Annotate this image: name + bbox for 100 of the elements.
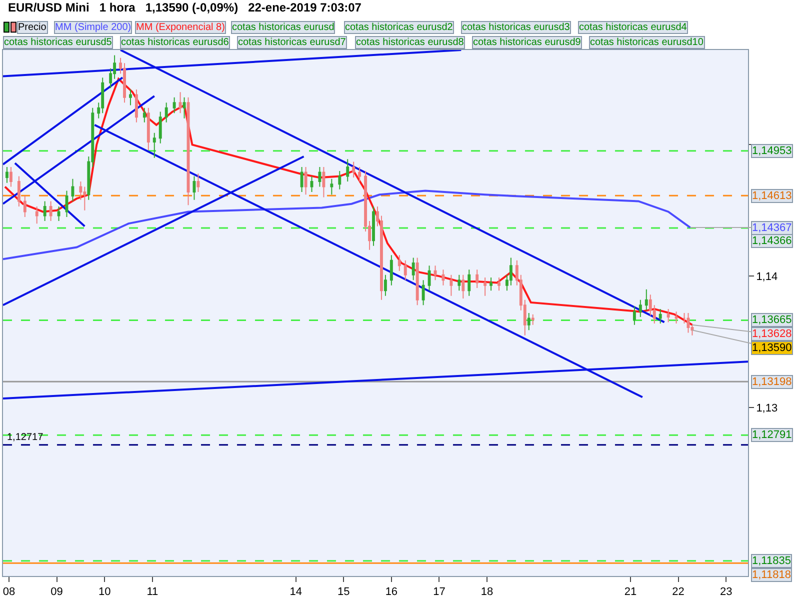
candlestick: [531, 314, 534, 326]
text: cotas historicas eurusd3: [462, 22, 570, 33]
text: cotas historicas eurusd5: [4, 37, 112, 48]
candlestick: [23, 195, 26, 218]
candlestick: [372, 206, 375, 246]
ref-line-label: 1,14953: [752, 145, 792, 157]
text: cotas historicas eurusd2: [345, 22, 454, 33]
candlestick: [71, 178, 74, 202]
x-tick-label: 18: [480, 586, 494, 598]
candlestick: [358, 166, 362, 182]
candlestick: [352, 161, 356, 178]
candlestick: [172, 96, 176, 114]
candlestick: [158, 111, 162, 144]
x-tick-label: 15: [338, 586, 350, 598]
chart-title: EUR/USD Mini 1 hora 1,13590 (-0,09%) 22-ene-2019 7:03:07: [8, 0, 362, 14]
candlestick: [146, 107, 150, 150]
candlestick: [442, 269, 445, 286]
candlestick: [476, 269, 479, 289]
text: cotas historicas eurusd7: [238, 37, 346, 48]
x-tick-label: 11: [146, 586, 158, 598]
candlestick: [674, 311, 678, 324]
x-tick-label: 21: [624, 586, 637, 598]
text: cotas historicas eurusd9: [473, 37, 582, 48]
candlestick: [468, 269, 471, 296]
text: cotas historicas eurusd: [232, 22, 334, 33]
annotation: 1,13628: [752, 328, 792, 340]
annotation: 1,12717: [7, 432, 44, 443]
candlestick: [384, 274, 387, 296]
ref-line-label: 1,12791: [752, 429, 792, 441]
candlestick: [527, 312, 530, 331]
candlestick: [422, 280, 425, 306]
candlestick: [322, 166, 326, 198]
candlestick: [318, 166, 322, 188]
candlestick: [300, 166, 304, 193]
candlestick: [450, 274, 453, 296]
ref-line-label: 1,13665: [752, 314, 792, 326]
legend-label: Precio: [18, 22, 47, 33]
candlestick: [164, 102, 168, 123]
candlestick: [404, 260, 407, 281]
candlestick: [35, 206, 38, 224]
candlestick: [338, 170, 342, 190]
y-tick-label: 1,13: [756, 402, 778, 415]
x-tick-label: 08: [2, 586, 16, 598]
candlestick: [142, 107, 146, 123]
text: cotas historicas eurusd8: [356, 37, 464, 48]
x-tick-label: 16: [385, 586, 398, 598]
text: MM (Simple 200): [55, 22, 132, 33]
candlestick: [6, 166, 8, 184]
candlestick: [134, 88, 138, 123]
candlestick: [666, 308, 670, 323]
y-tick-label: 1,14: [756, 271, 778, 284]
candlestick: [330, 178, 334, 196]
candlestick: [686, 312, 690, 334]
text: cotas historicas eurusd10: [590, 37, 704, 48]
x-tick-label: 22: [672, 586, 684, 598]
candlestick: [434, 265, 437, 281]
annotation: 1,14367: [752, 222, 792, 234]
candlestick: [458, 274, 461, 292]
candlestick: [484, 277, 487, 296]
candlestick: [49, 200, 52, 222]
text: MM (Exponencial 8): [136, 22, 225, 33]
candlestick: [462, 274, 465, 300]
candlestick: [182, 96, 186, 119]
x-tick-label: 14: [290, 586, 302, 598]
candlestick: [196, 173, 200, 193]
x-tick-label: 10: [98, 586, 111, 598]
candlestick: [178, 92, 182, 114]
candlestick: [65, 190, 68, 218]
text: cotas historicas eurusd6: [121, 37, 230, 48]
line-series: [3, 190, 692, 260]
candlestick: [152, 132, 156, 158]
candlestick: [490, 277, 493, 292]
candlestick: [638, 299, 642, 318]
annotation: 1,13590: [752, 342, 792, 354]
candlestick: [682, 312, 686, 324]
candlestick: [498, 277, 500, 292]
ref-line-label: 1,14613: [752, 190, 792, 202]
candlestick: [416, 257, 419, 306]
x-tick-label: 09: [50, 586, 63, 598]
candlestick: [9, 166, 12, 188]
candlestick: [304, 166, 308, 196]
candlestick: [17, 176, 20, 207]
line-series: [4, 78, 694, 326]
candlestick: [57, 206, 60, 222]
candlestick: [632, 306, 636, 326]
candlestick: [658, 308, 662, 324]
candlestick: [390, 254, 393, 286]
ref-line-label: 1,13198: [752, 376, 792, 388]
ref-line-label: 1,11835: [752, 555, 791, 567]
x-tick-label: 23: [720, 586, 732, 598]
candlestick: [398, 254, 401, 272]
candlestick: [644, 288, 648, 311]
candlestick: [129, 88, 132, 106]
candlestick: [310, 176, 314, 193]
candlestick: [428, 265, 431, 292]
ref-line-label: 1,14366: [752, 235, 792, 247]
text: cotas historicas eurusd4: [579, 22, 688, 33]
ref-line-label: 1,11818: [752, 569, 791, 581]
candlestick: [43, 200, 46, 222]
candlestick: [412, 257, 415, 281]
